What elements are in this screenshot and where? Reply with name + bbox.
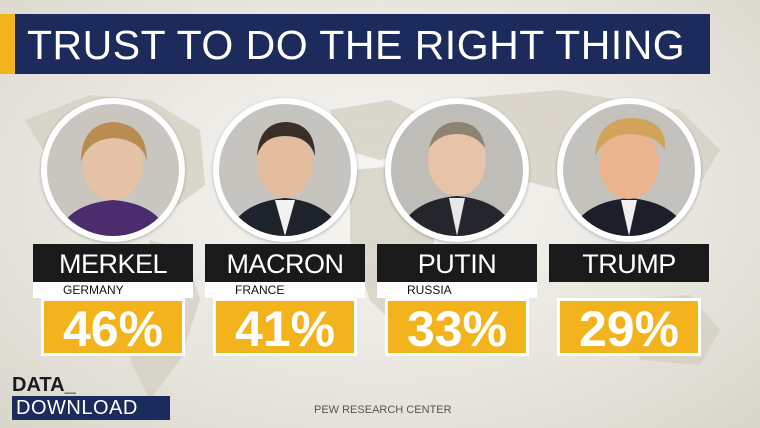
leader-name: PUTIN xyxy=(377,244,537,282)
leader-card: PUTIN RUSSIA 33% xyxy=(377,98,537,360)
title-accent-bar xyxy=(0,14,15,74)
leader-country: RUSSIA xyxy=(377,282,537,298)
portrait-avatar-icon xyxy=(47,104,179,236)
trust-percentage: 29% xyxy=(557,298,701,357)
leader-name: MERKEL xyxy=(33,244,193,282)
leader-name: MACRON xyxy=(205,244,365,282)
leader-portrait xyxy=(385,98,529,242)
source-credit: PEW RESEARCH CENTER xyxy=(314,404,452,416)
leader-portrait xyxy=(213,98,357,242)
page-title: TRUST TO DO THE RIGHT THING xyxy=(27,22,686,68)
leader-card: MERKEL GERMANY 46% xyxy=(33,98,193,360)
leader-portrait xyxy=(557,98,701,242)
leader-card: TRUMP 29% xyxy=(549,98,709,360)
logo-download-box xyxy=(12,396,170,420)
trust-percentage: 46% xyxy=(41,298,185,357)
leader-portrait xyxy=(41,98,185,242)
leader-country xyxy=(549,282,709,298)
title-banner xyxy=(15,14,710,74)
portrait-avatar-icon xyxy=(563,104,695,236)
portrait-avatar-icon xyxy=(219,104,351,236)
portrait-avatar-icon xyxy=(391,104,523,236)
leader-country: FRANCE xyxy=(205,282,365,298)
logo-data-text: DATA_ xyxy=(12,374,76,396)
leader-country: GERMANY xyxy=(33,282,193,298)
leader-card: MACRON FRANCE 41% xyxy=(205,98,365,360)
leader-name: TRUMP xyxy=(549,244,709,282)
logo-download-text: DOWNLOAD xyxy=(16,397,138,419)
trust-percentage: 33% xyxy=(385,298,529,357)
trust-percentage: 41% xyxy=(213,298,357,357)
